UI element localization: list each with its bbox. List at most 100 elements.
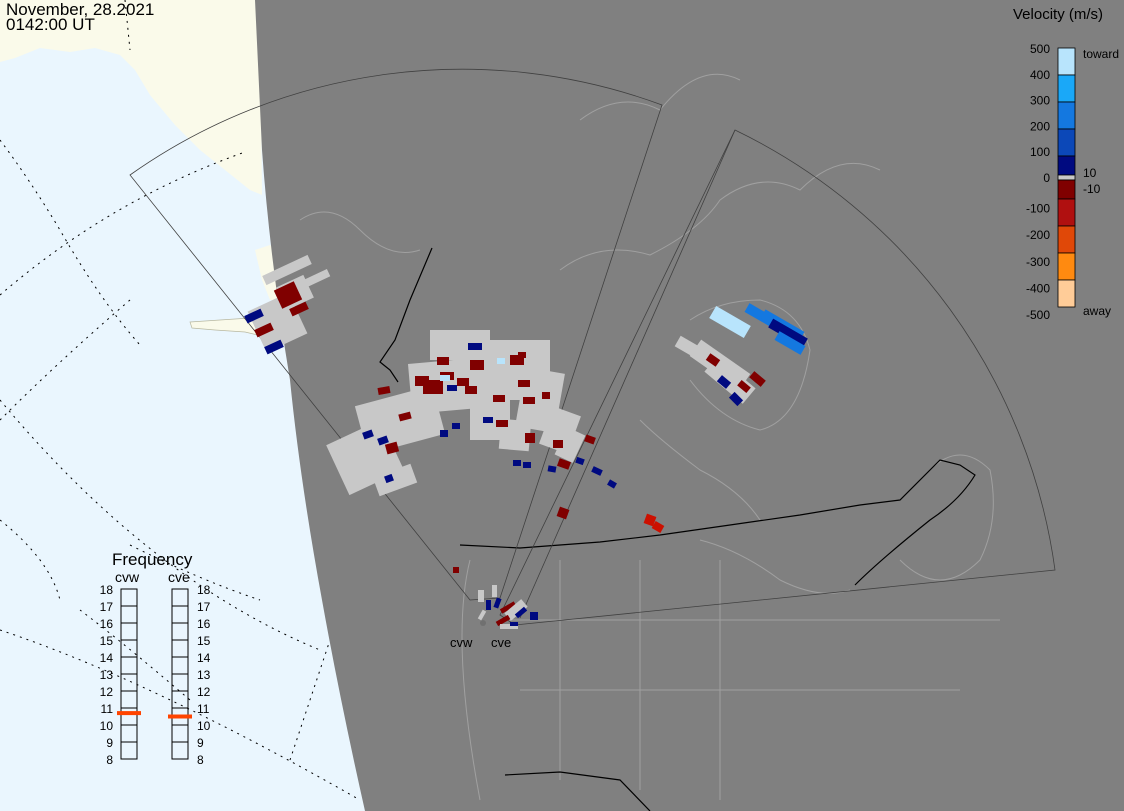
frequency-tick: 16 <box>197 617 211 631</box>
borders <box>379 247 976 811</box>
scatter-cell <box>440 375 450 381</box>
scatter-cell <box>264 339 284 355</box>
scatter-cell <box>377 386 391 395</box>
scatter-cell <box>591 466 603 476</box>
scatter-cell <box>500 624 518 629</box>
scatter-cell <box>523 462 531 468</box>
scatter-cell <box>457 378 469 386</box>
scatter-cell <box>299 269 331 289</box>
toward-label: toward <box>1083 47 1119 61</box>
frequency-tick: 16 <box>100 617 114 631</box>
frequency-tick: 8 <box>106 753 113 767</box>
scatter-cell <box>518 380 530 387</box>
scatter-cell <box>607 479 617 489</box>
scatter-cell <box>705 353 721 367</box>
frequency-panel: Frequency cvw cve 18 17 16 15 14 13 12 11 10 9 8 18… <box>100 550 211 767</box>
colorbar-segment <box>1057 101 1076 130</box>
scatter-cell <box>493 597 502 609</box>
time-label: 0142:00 UT <box>6 15 95 34</box>
scatter-cell <box>415 376 429 386</box>
scatter-cell <box>575 456 585 466</box>
night-region <box>255 0 1124 811</box>
frequency-tick: 14 <box>100 651 114 665</box>
frequency-tick: 9 <box>197 736 204 750</box>
colorbar-tick: -500 <box>1026 308 1050 322</box>
scatter-cell <box>465 386 477 394</box>
scatter-cell <box>398 411 412 422</box>
frequency-tick: 14 <box>197 651 211 665</box>
scatter-cell <box>384 441 400 455</box>
colorbar-segment <box>1057 74 1076 103</box>
scatter-cell <box>704 356 756 404</box>
colorbar-segment <box>1057 179 1076 200</box>
threshold-upper: 10 <box>1083 166 1097 180</box>
colorbar-tick: -100 <box>1026 202 1050 216</box>
scatter-cell <box>486 600 491 610</box>
scatter-cell <box>518 352 526 358</box>
colorbar-tick: 100 <box>1030 145 1050 159</box>
scatter-cell <box>273 281 303 309</box>
cve-fan-outline <box>499 129 1056 626</box>
scatter-cell <box>423 380 443 394</box>
scatter-cell <box>513 460 521 466</box>
scatter-cell <box>504 599 528 621</box>
scatter-cell <box>437 357 449 365</box>
scatter-cell <box>768 318 808 348</box>
colorbar-tick: -200 <box>1026 228 1050 242</box>
scatter-cells <box>244 254 808 629</box>
scatter-cell <box>774 331 806 355</box>
frequency-tick: 10 <box>197 719 211 733</box>
scatter-cell <box>478 590 484 602</box>
scatter-cell <box>447 385 457 391</box>
scatter-cell <box>483 417 493 423</box>
scatter-cell <box>510 355 524 365</box>
frequency-tick: 8 <box>197 753 204 767</box>
colorbar-segment <box>1057 198 1076 227</box>
threshold-lower: -10 <box>1083 182 1101 196</box>
colorbar-tick: 200 <box>1030 119 1050 133</box>
colorbar-segment <box>1057 174 1076 181</box>
scatter-cell <box>477 609 487 621</box>
scatter-cell <box>728 391 744 407</box>
graticule <box>0 0 361 801</box>
cve-frequency-marker <box>168 714 192 719</box>
scatter-cell <box>510 622 518 626</box>
cve-radar-label: cve <box>491 635 511 650</box>
scatter-cell <box>530 612 538 620</box>
colorbar-tick: -300 <box>1026 255 1050 269</box>
frequency-title: Frequency <box>112 550 193 569</box>
scatter-cell <box>247 292 308 353</box>
cvw-frequency-marker <box>117 711 141 716</box>
scatter-cell <box>377 435 389 446</box>
frequency-tick: 12 <box>100 685 114 699</box>
scatter-cell <box>556 506 570 520</box>
velocity-colorbar: Velocity (m/s) 500 400 300 200 100 0 -100 -200 -… <box>1013 6 1119 322</box>
scatter-cell <box>525 433 535 443</box>
frequency-cell <box>120 741 138 760</box>
scatter-cell <box>495 614 511 627</box>
scatter-cell <box>470 360 484 370</box>
date-label: November, 28.2021 <box>6 0 155 19</box>
frequency-tick: 13 <box>100 668 114 682</box>
scatter-cell <box>468 343 482 350</box>
frequency-tick: 18 <box>197 583 211 597</box>
scatter-cell <box>584 434 596 445</box>
colorbar-tick: 300 <box>1030 94 1050 108</box>
scatter-cell <box>289 301 309 317</box>
scatter-cell <box>453 567 459 573</box>
colorbar-tick: 0 <box>1043 171 1050 185</box>
scatter-cell <box>452 423 460 429</box>
scatter-cell <box>262 254 312 286</box>
scatter-cell <box>440 430 448 437</box>
scatter-cell <box>651 521 665 533</box>
colorbar-title: Velocity (m/s) <box>1013 6 1103 23</box>
scatter-cell <box>244 308 264 324</box>
colorbar-segment <box>1057 155 1076 176</box>
alaska-land <box>0 0 262 195</box>
colorbar-segment <box>1057 47 1076 76</box>
colorbar-segment <box>1057 252 1076 281</box>
frequency-tick: 9 <box>106 736 113 750</box>
scatter-cell <box>709 305 751 339</box>
frequency-tick: 13 <box>197 668 211 682</box>
